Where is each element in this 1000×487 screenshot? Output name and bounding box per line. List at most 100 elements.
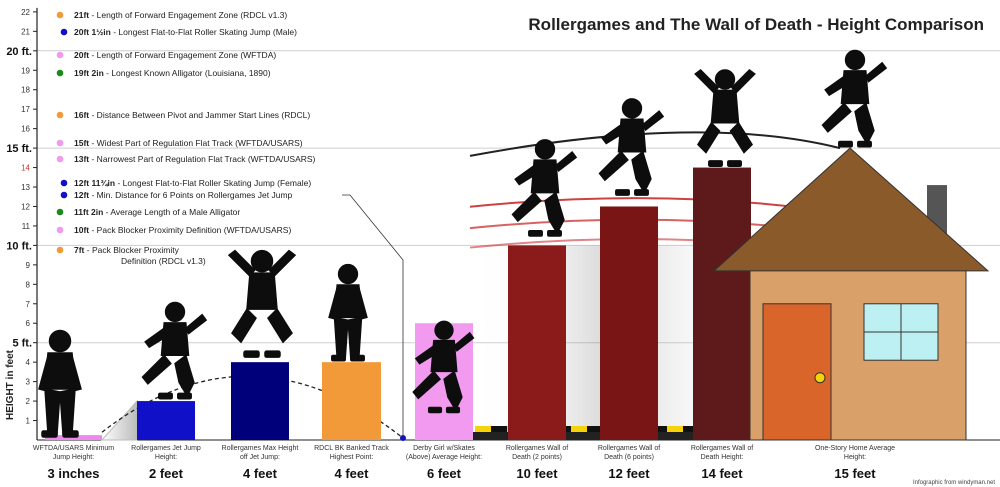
annotation-bold: 19ft 2in — [74, 68, 104, 78]
y-tick-label: 15 ft. — [6, 143, 32, 155]
annotation-marker — [60, 191, 68, 199]
category-label: RDCL BK Banked Track — [314, 445, 389, 452]
torso — [710, 89, 740, 124]
track-stripe — [571, 426, 587, 432]
category-value-label: 4 feet — [335, 466, 370, 481]
skate — [634, 189, 649, 196]
landing-dot — [400, 435, 406, 442]
annotation-marker — [56, 111, 64, 119]
annotation-bold: 16ft — [74, 110, 89, 120]
skate — [445, 406, 461, 414]
y-tick-label: 4 — [26, 358, 31, 367]
skater-silhouette-2 — [141, 301, 208, 400]
annotation-text: 16ft - Distance Between Pivot and Jammer… — [74, 110, 310, 120]
skate — [615, 189, 630, 196]
y-tick-label: 20 ft. — [6, 46, 32, 58]
track-stripe — [491, 426, 507, 432]
category-label: Rollergames Max Height — [222, 445, 299, 452]
annotation-desc: - Length of Forward Engagement Zone (WFT… — [89, 50, 276, 60]
legs — [44, 388, 76, 435]
category-value-label: 10 feet — [516, 466, 558, 481]
category-label: off Jet Jump: — [240, 454, 280, 461]
annotation-text: 7ft - Pack Blocker Proximity — [74, 245, 180, 255]
torso — [160, 322, 190, 357]
chart-title: Rollergames and The Wall of Death - Heig… — [528, 15, 984, 34]
annotation-marker — [60, 28, 68, 36]
y-tick-label: 1 — [26, 417, 31, 426]
y-tick-label: 2 — [26, 397, 31, 406]
skate — [177, 392, 192, 400]
house-door — [762, 303, 832, 441]
y-tick-label: 6 — [26, 319, 31, 328]
head — [534, 139, 556, 160]
category-value-label: 6 feet — [427, 466, 462, 481]
skater-silhouette-3 — [227, 249, 297, 358]
legs — [598, 150, 652, 194]
y-tick-label: 11 — [22, 222, 31, 231]
skater-silhouette-5 — [412, 320, 475, 414]
y-tick-label: 8 — [26, 280, 31, 289]
annotation-marker — [56, 51, 64, 59]
annotation-text: 21ft - Length of Forward Engagement Zone… — [74, 10, 287, 20]
annotation-text: 20ft 1½in - Longest Flat-to-Flat Roller … — [74, 27, 297, 37]
y-tick-label: 17 — [21, 105, 30, 114]
bars — [45, 147, 990, 441]
category-label: Highest Point: — [330, 454, 374, 461]
skate — [158, 392, 173, 400]
skater-silhouette-1 — [38, 329, 82, 438]
category-label: Derby Girl w/Skates — [413, 445, 475, 452]
y-tick-label: 22 — [21, 8, 30, 17]
skate — [62, 430, 79, 438]
arms — [514, 150, 578, 186]
skate — [857, 140, 872, 148]
annotation-text: 19ft 2in - Longest Known Alligator (Loui… — [74, 68, 271, 78]
head — [164, 301, 186, 323]
annotation-marker — [56, 246, 64, 254]
legs — [412, 370, 463, 412]
annotation-desc: - Min. Distance for 6 Points on Rollerga… — [89, 190, 292, 200]
annotation-bold: 13ft — [74, 154, 89, 164]
annotation-text: 11ft 2in - Average Length of a Male Alli… — [74, 207, 240, 217]
annotation-bold: 20ft 1½in — [74, 27, 111, 37]
door-knob — [814, 372, 826, 384]
bar — [693, 167, 751, 440]
category-label: Rollergames Wall of — [506, 445, 568, 452]
y-tick-label: 14 — [21, 164, 30, 173]
annotation-bold: 7ft — [74, 245, 85, 255]
bar — [322, 362, 381, 440]
skate — [243, 350, 260, 358]
legs — [231, 307, 293, 344]
arms — [144, 313, 208, 349]
category-label: Death Height: — [701, 454, 744, 461]
torso — [530, 159, 560, 194]
track-stripe — [475, 426, 491, 432]
arms — [824, 61, 888, 97]
annotation-marker — [56, 208, 64, 216]
annotation-desc: - Longest Known Alligator (Louisiana, 18… — [104, 68, 271, 78]
legs — [821, 102, 875, 146]
y-tick-label: 3 — [26, 378, 31, 387]
skater-silhouette-7 — [598, 98, 665, 196]
category-label: Jump Height: — [53, 454, 94, 461]
annotation-bold: 12ft — [74, 190, 89, 200]
category-value-label: 15 feet — [834, 466, 876, 481]
annotation-desc: - Distance Between Pivot and Jammer Star… — [89, 110, 310, 120]
category-label: Height: — [155, 454, 177, 461]
arms — [227, 249, 297, 278]
y-tick-label: 16 — [21, 125, 30, 134]
y-tick-label: 12 — [21, 202, 30, 211]
category-label: Rollergames Wall of — [691, 445, 753, 452]
category-label: Height: — [844, 454, 866, 461]
torso — [430, 339, 458, 373]
annotation-text: 10ft - Pack Blocker Proximity Definition… — [74, 225, 291, 235]
category-label: Rollergames Jet Jump — [131, 445, 201, 452]
annotation-text: Definition (RDCL v1.3) — [121, 256, 206, 266]
skate — [350, 354, 365, 362]
annotation-text: 15ft - Widest Part of Regulation Flat Tr… — [74, 138, 303, 148]
annotation-text: 12ft - Min. Distance for 6 Points on Rol… — [74, 190, 293, 200]
y-tick-label: 21 — [21, 27, 30, 36]
head — [844, 49, 866, 71]
annotation-text: 20ft - Length of Forward Engagement Zone… — [74, 50, 276, 60]
skate — [547, 230, 562, 237]
